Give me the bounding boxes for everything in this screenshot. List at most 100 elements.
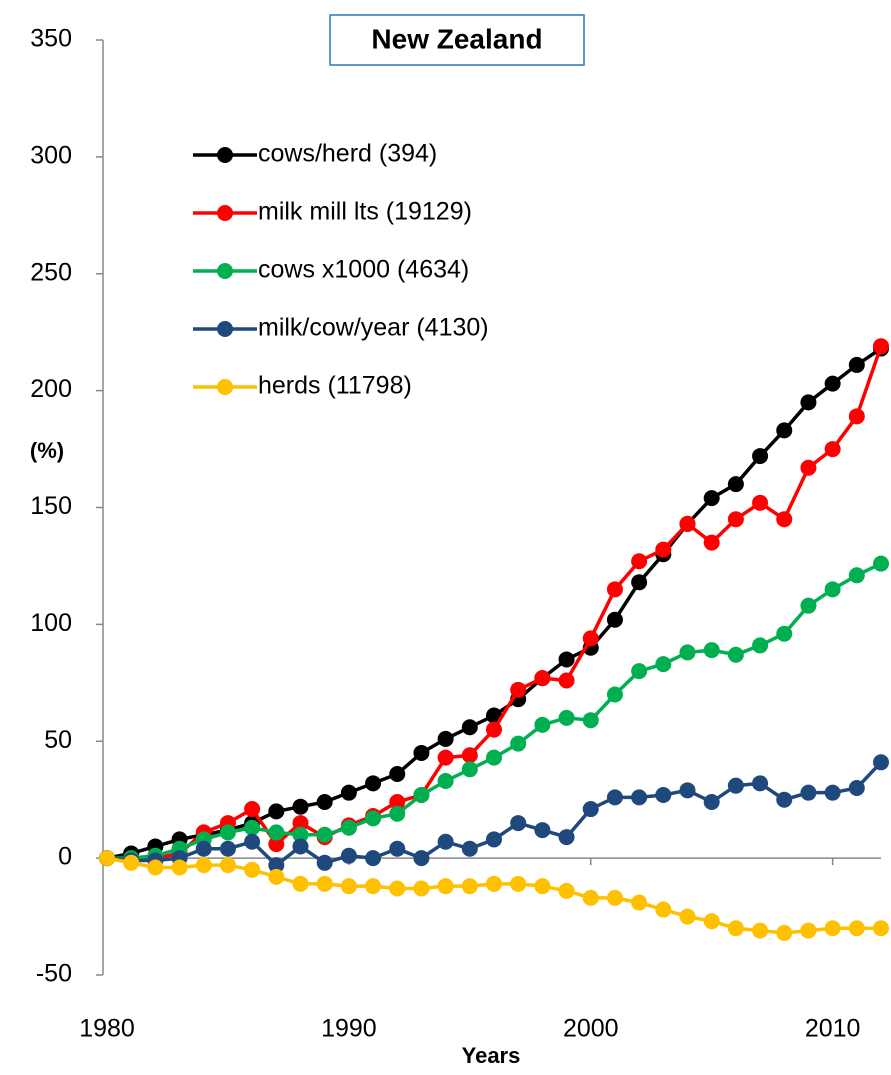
- data-point: [848, 408, 865, 425]
- data-point: [582, 889, 599, 906]
- data-point: [631, 894, 648, 911]
- data-point: [219, 857, 236, 874]
- data-point: [389, 805, 406, 822]
- data-point: [244, 833, 261, 850]
- data-point: [316, 794, 333, 811]
- data-point: [703, 913, 720, 930]
- data-point: [316, 826, 333, 843]
- data-point: [631, 789, 648, 806]
- data-point: [824, 375, 841, 392]
- data-point: [873, 555, 889, 572]
- data-point: [655, 901, 672, 918]
- data-point: [824, 441, 841, 458]
- data-point: [558, 882, 575, 899]
- legend-marker: [217, 263, 233, 279]
- data-point: [268, 857, 285, 874]
- data-point: [244, 801, 261, 818]
- data-point: [873, 920, 889, 937]
- data-point: [558, 651, 575, 668]
- data-point: [461, 761, 478, 778]
- data-point: [752, 637, 769, 654]
- data-point: [486, 831, 502, 848]
- chart-title: New Zealand: [371, 23, 542, 54]
- data-point: [147, 859, 164, 876]
- data-point: [292, 815, 309, 832]
- data-point: [606, 611, 623, 628]
- data-point: [776, 422, 793, 439]
- legend-label: milk mill lts (19129): [258, 198, 472, 226]
- x-tick-label: 1980: [79, 1015, 135, 1043]
- x-tick-label: 1990: [321, 1015, 377, 1043]
- data-point: [606, 889, 623, 906]
- data-point: [389, 880, 406, 897]
- data-point: [365, 810, 382, 827]
- data-point: [534, 716, 551, 733]
- data-point: [292, 798, 309, 815]
- data-point: [437, 878, 454, 895]
- data-point: [340, 784, 357, 801]
- data-point: [534, 670, 551, 687]
- data-point: [486, 749, 502, 766]
- data-point: [606, 789, 623, 806]
- data-point: [316, 875, 333, 892]
- data-point: [752, 494, 769, 511]
- data-point: [292, 838, 309, 855]
- data-point: [631, 574, 648, 591]
- data-point: [292, 875, 309, 892]
- legend-label: cows x1000 (4634): [258, 256, 469, 284]
- data-point: [461, 747, 478, 764]
- data-point: [171, 859, 188, 876]
- y-tick-label: -50: [36, 960, 72, 988]
- data-point: [292, 826, 309, 843]
- y-tick-label: 300: [30, 141, 72, 169]
- data-point: [703, 534, 720, 551]
- data-point: [219, 824, 236, 841]
- data-point: [800, 597, 817, 614]
- data-point: [800, 394, 817, 411]
- data-point: [727, 646, 744, 663]
- data-point: [679, 908, 696, 925]
- data-point: [437, 833, 454, 850]
- legend-marker: [217, 321, 233, 337]
- data-point: [752, 775, 769, 792]
- data-point: [413, 787, 430, 804]
- data-point: [486, 707, 502, 724]
- data-point: [848, 567, 865, 584]
- data-point: [848, 780, 865, 796]
- data-point: [195, 840, 212, 857]
- data-point: [776, 791, 793, 808]
- data-point: [800, 922, 817, 939]
- y-tick-label: 0: [58, 843, 72, 871]
- x-tick-label: 2000: [563, 1015, 619, 1043]
- data-point: [413, 744, 430, 761]
- data-point: [365, 850, 382, 867]
- data-point: [461, 719, 478, 736]
- data-point: [268, 803, 285, 820]
- x-axis-label: Years: [462, 1043, 521, 1068]
- data-point: [461, 840, 478, 857]
- data-point: [848, 356, 865, 373]
- data-point: [606, 581, 623, 598]
- data-point: [752, 448, 769, 465]
- legend-label: herds (11798): [258, 372, 412, 400]
- data-point: [534, 878, 551, 895]
- data-point: [824, 920, 841, 937]
- data-point: [727, 777, 744, 794]
- data-point: [655, 787, 672, 804]
- data-point: [800, 459, 817, 476]
- data-point: [340, 878, 357, 895]
- data-point: [534, 822, 551, 839]
- y-tick-label: 250: [30, 258, 72, 286]
- data-point: [824, 784, 841, 801]
- data-point: [776, 625, 793, 642]
- data-point: [268, 836, 285, 853]
- data-point: [510, 875, 527, 892]
- data-point: [340, 819, 357, 836]
- y-axis-label: (%): [30, 438, 64, 463]
- data-point: [437, 772, 454, 789]
- legend-label: cows/herd (394): [258, 140, 437, 168]
- data-point: [268, 868, 285, 885]
- data-point: [703, 642, 720, 659]
- data-point: [679, 782, 696, 799]
